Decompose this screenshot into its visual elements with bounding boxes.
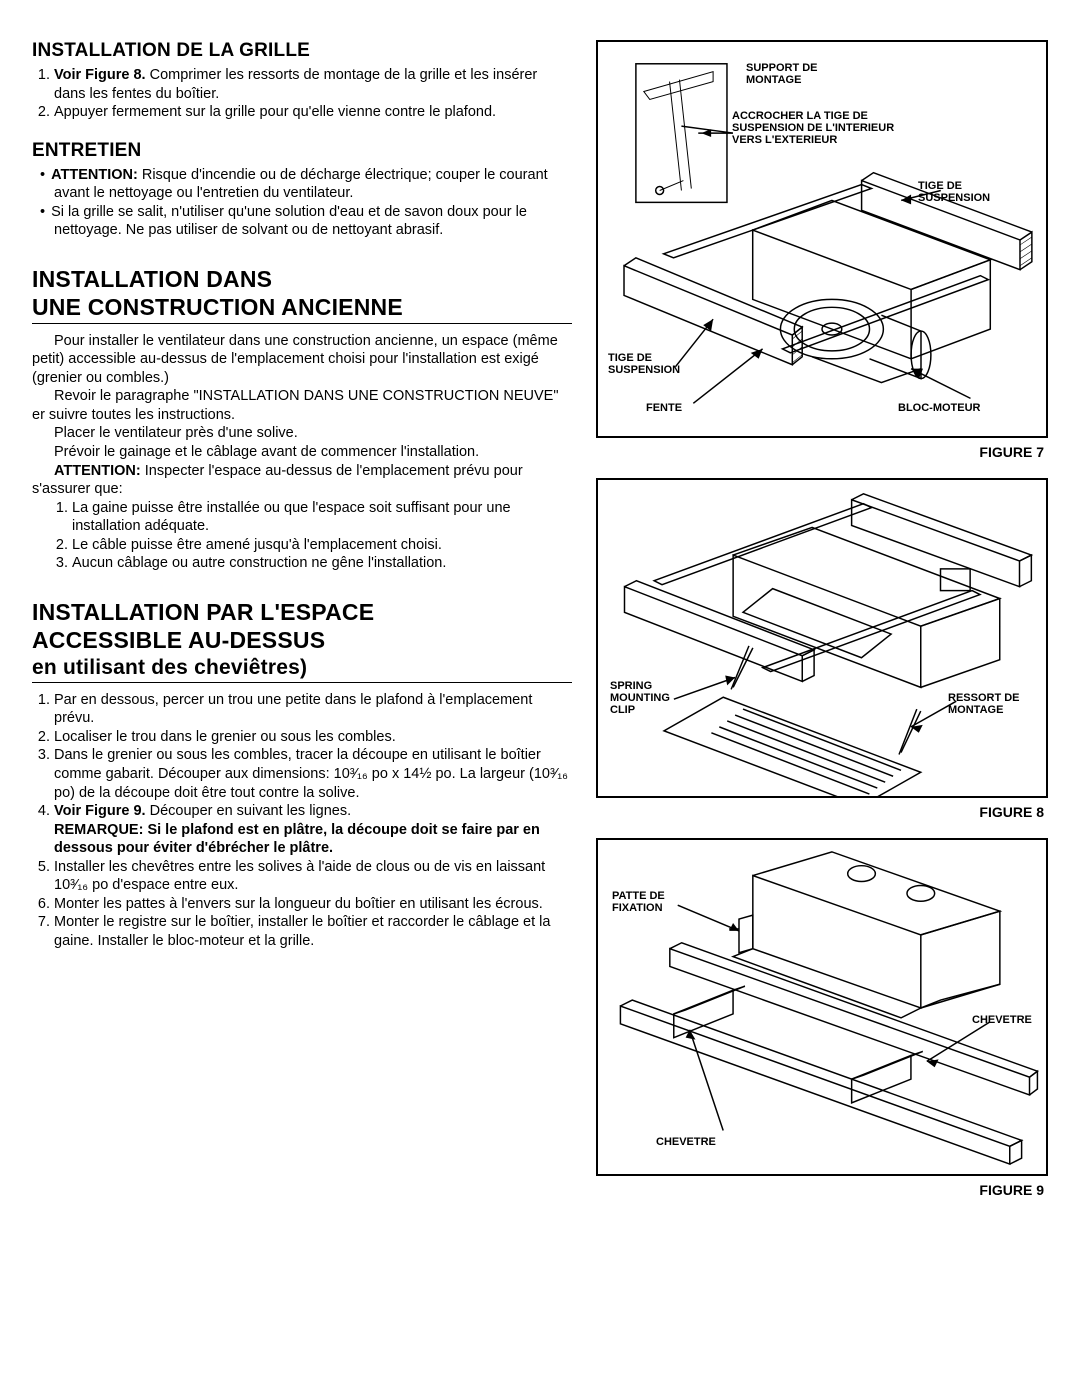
list-item: Voir Figure 8. Comprimer les ressorts de… — [54, 66, 572, 103]
figure-8-caption: FIGURE 8 — [596, 804, 1048, 820]
fig7-label-support: SUPPORT DEMONTAGE — [746, 62, 818, 86]
section-ancienne: INSTALLATION DANS UNE CONSTRUCTION ANCIE… — [32, 266, 572, 573]
divider — [32, 323, 572, 324]
list-item: Le câble puisse être amené jusqu'à l'emp… — [72, 536, 572, 555]
para: Placer le ventilateur près d'une solive. — [32, 424, 572, 443]
para: Prévoir le gainage et le câblage avant d… — [32, 443, 572, 462]
fig7-label-bloc: BLOC-MOTEUR — [898, 402, 981, 414]
section-title-line-1: INSTALLATION DANS — [32, 266, 572, 292]
ordered-list: La gaine puisse être installée ou que l'… — [72, 499, 572, 573]
section-espace: INSTALLATION PAR L'ESPACE ACCESSIBLE AU-… — [32, 599, 572, 951]
section-entretien: ENTRETIEN ATTENTION: Risque d'incendie o… — [32, 140, 572, 240]
section-title-line-3: en utilisant des cheviêtres) — [32, 656, 572, 680]
fig7-label-accrocher: ACCROCHER LA TIGE DESUSPENSION DE L'INTE… — [732, 110, 894, 146]
figure-7-svg — [598, 42, 1046, 436]
figure-9-box: PATTE DEFIXATION CHEVETRE CHEVETRE — [596, 838, 1048, 1176]
fig7-label-fente: FENTE — [646, 402, 682, 414]
list-item: ATTENTION: Risque d'incendie ou de décha… — [54, 166, 572, 203]
list-item: Localiser le trou dans le grenier ou sou… — [54, 728, 572, 747]
fig8-label-spring: SPRINGMOUNTINGCLIP — [610, 680, 670, 716]
list-item: Aucun câblage ou autre construction ne g… — [72, 554, 572, 573]
section-title: ENTRETIEN — [32, 140, 572, 162]
figure-7-caption: FIGURE 7 — [596, 444, 1048, 460]
list-item: Monter les pattes à l'envers sur la long… — [54, 895, 572, 914]
right-column: SUPPORT DEMONTAGE ACCROCHER LA TIGE DESU… — [596, 40, 1048, 1357]
figure-7-box: SUPPORT DEMONTAGE ACCROCHER LA TIGE DESU… — [596, 40, 1048, 438]
para: Pour installer le ventilateur dans une c… — [32, 332, 572, 388]
list-item: Par en dessous, percer un trou une petit… — [54, 691, 572, 728]
section-title: INSTALLATION DE LA GRILLE — [32, 40, 572, 62]
figure-8-box: SPRINGMOUNTINGCLIP RESSORT DEMONTAGE — [596, 478, 1048, 798]
para: ATTENTION: Inspecter l'espace au-dessus … — [32, 462, 572, 499]
list-item: La gaine puisse être installée ou que l'… — [72, 499, 572, 536]
figure-9-svg — [598, 840, 1046, 1174]
list-item: Appuyer fermement sur la grille pour qu'… — [54, 103, 572, 122]
fig7-label-tige-l: TIGE DESUSPENSION — [608, 352, 680, 376]
para: Revoir le paragraphe "INSTALLATION DANS … — [32, 387, 572, 424]
list-item: Si la grille se salit, n'utiliser qu'une… — [54, 203, 572, 240]
section-grille: INSTALLATION DE LA GRILLE Voir Figure 8.… — [32, 40, 572, 122]
list-item: Voir Figure 9. Découper en suivant les l… — [54, 802, 572, 858]
fig9-label-chevetre-r: CHEVETRE — [972, 1014, 1032, 1026]
section-title-line-1: INSTALLATION PAR L'ESPACE — [32, 599, 572, 625]
fig8-label-ressort: RESSORT DEMONTAGE — [948, 692, 1020, 716]
figure-8-svg — [598, 480, 1046, 796]
list-item: Monter le registre sur le boîtier, insta… — [54, 913, 572, 950]
section-title-line-2: ACCESSIBLE AU-DESSUS — [32, 627, 572, 653]
figure-9-caption: FIGURE 9 — [596, 1182, 1048, 1198]
ordered-list: Par en dessous, percer un trou une petit… — [54, 691, 572, 951]
fig9-label-chevetre-b: CHEVETRE — [656, 1136, 716, 1148]
divider — [32, 682, 572, 683]
left-column: INSTALLATION DE LA GRILLE Voir Figure 8.… — [32, 40, 572, 1357]
list-item: Installer les chevêtres entre les solive… — [54, 858, 572, 895]
fig9-label-patte: PATTE DEFIXATION — [612, 890, 665, 914]
fig7-label-tige-r: TIGE DESUSPENSION — [918, 180, 990, 204]
section-title-line-2: UNE CONSTRUCTION ANCIENNE — [32, 294, 572, 320]
ordered-list: Voir Figure 8. Comprimer les ressorts de… — [54, 66, 572, 122]
list-item: Dans le grenier ou sous les combles, tra… — [54, 746, 572, 802]
bullet-list: ATTENTION: Risque d'incendie ou de décha… — [54, 166, 572, 240]
